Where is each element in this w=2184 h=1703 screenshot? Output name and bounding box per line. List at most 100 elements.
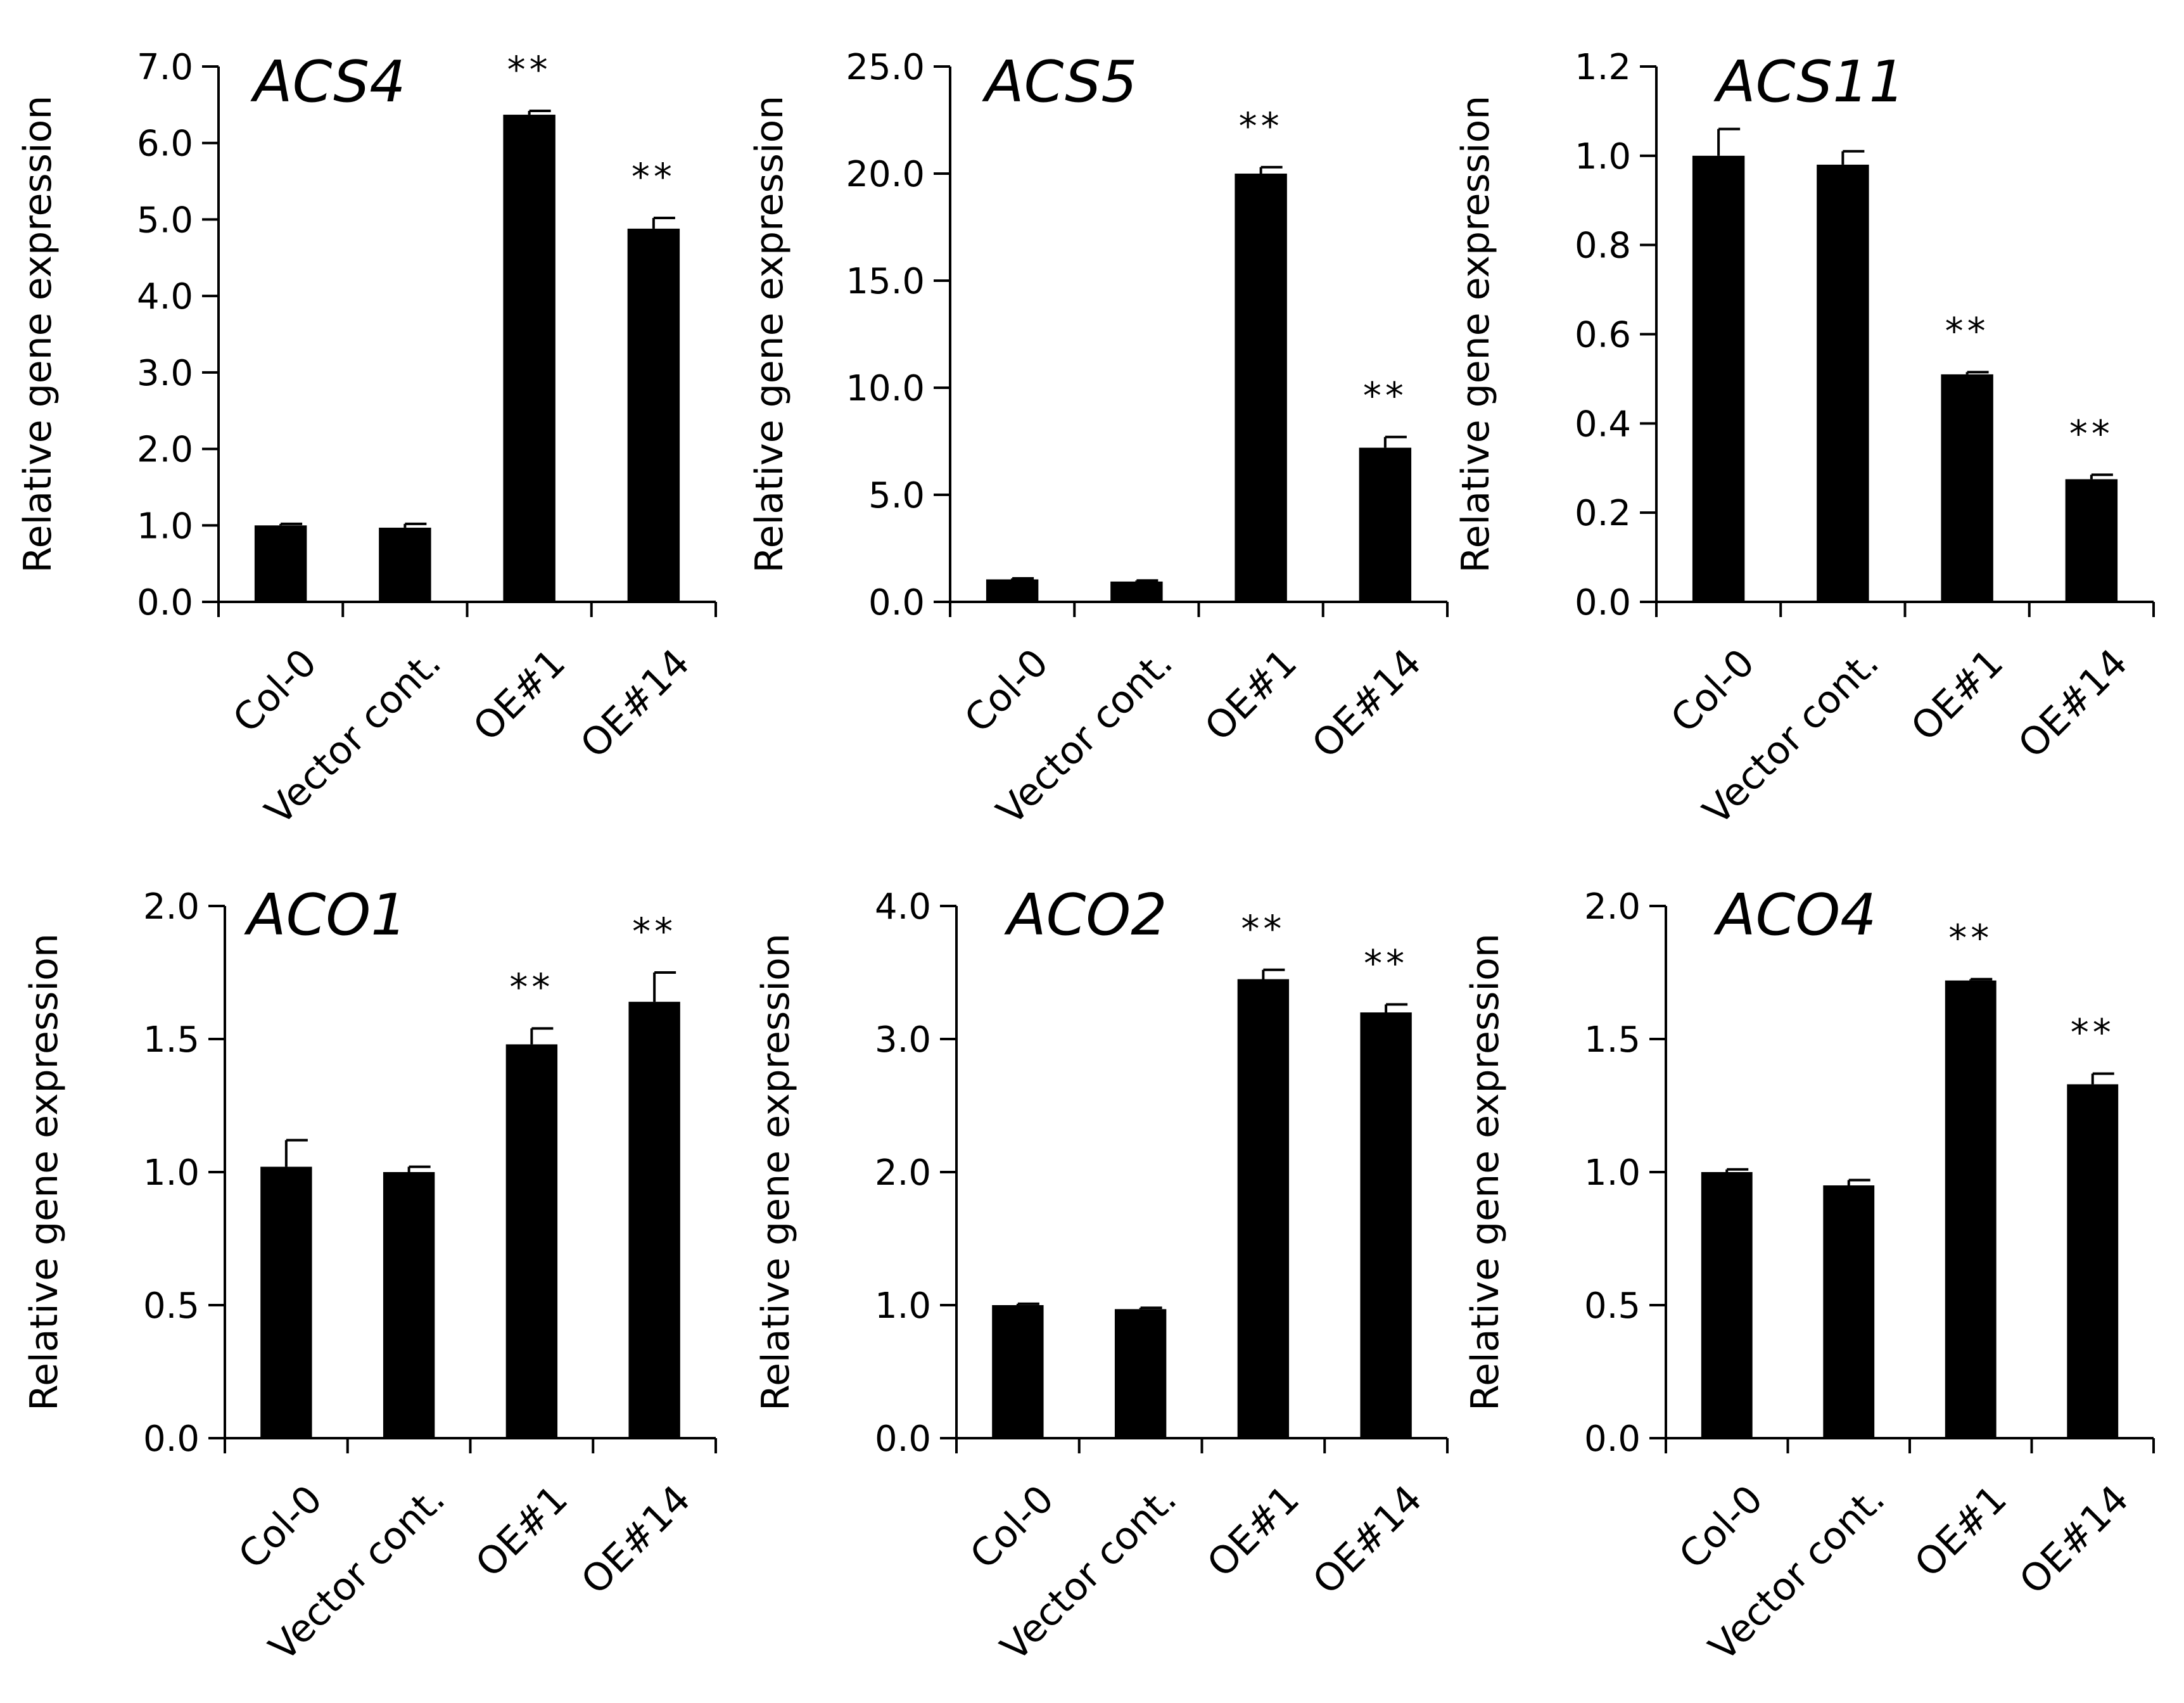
y-tick-label: 2.0 — [137, 430, 193, 471]
y-tick-label: 2.0 — [1584, 886, 1641, 928]
y-tick-label: 1.0 — [1575, 136, 1631, 177]
y-axis-title: Relative gene expression — [754, 933, 798, 1411]
x-category-label: OE#1 — [1903, 641, 2012, 749]
y-tick-label: 6.0 — [137, 124, 193, 165]
y-tick-label: 4.0 — [137, 276, 193, 317]
chart-title: ACS11 — [1713, 49, 1905, 115]
y-tick-label: 20.0 — [846, 154, 925, 195]
chart-title: ACO1 — [244, 882, 407, 948]
x-category-label: Col-0 — [230, 1477, 331, 1578]
significance-marker: ** — [632, 155, 676, 198]
bar-Col-0 — [260, 1166, 312, 1438]
bar-OE#14 — [627, 228, 680, 602]
bar-OE#1 — [1237, 979, 1290, 1438]
y-tick-label: 0.0 — [137, 582, 193, 623]
y-tick-label: 3.0 — [875, 1019, 931, 1061]
y-tick-label: 0.8 — [1575, 226, 1631, 267]
bar-Col-0 — [1701, 1172, 1753, 1438]
significance-marker: ** — [1241, 907, 1285, 950]
x-category-label: OE#14 — [573, 1477, 699, 1603]
chart-panel-aco1: 0.0 0.5 1.0 1.5 2.0 Relative gene expression A… — [22, 882, 717, 1670]
significance-marker: ** — [2071, 1011, 2115, 1054]
y-tick-label: 0.2 — [1575, 493, 1631, 534]
y-tick-label: 1.0 — [875, 1285, 931, 1327]
bar-Vector cont. — [1823, 1185, 1875, 1438]
x-category-label: OE#1 — [1197, 641, 1305, 749]
x-category-label: Col-0 — [1671, 1477, 1772, 1578]
x-category-label: OE#14 — [572, 641, 698, 767]
y-tick-label: 0.0 — [143, 1419, 200, 1460]
y-tick-label: 5.0 — [868, 475, 925, 516]
y-tick-label: 0.6 — [1575, 315, 1631, 356]
significance-marker: ** — [1364, 941, 1408, 985]
x-category-label: Col-0 — [225, 641, 326, 741]
significance-marker: ** — [507, 48, 552, 91]
x-category-label: Col-0 — [956, 641, 1057, 741]
y-tick-label: 4.0 — [875, 886, 931, 928]
bar-Col-0 — [254, 525, 307, 602]
x-category-label: OE#14 — [2011, 1477, 2137, 1603]
bar-OE#14 — [2067, 1084, 2119, 1438]
y-tick-label: 0.5 — [1584, 1285, 1641, 1327]
bar-Vector cont. — [379, 527, 431, 602]
chart-panel-aco4: 0.0 0.5 1.0 1.5 2.0 Relative gene expression A… — [1463, 882, 2155, 1670]
chart-panel-acs4: 0.0 1.0 2.0 3.0 4.0 5.0 6.0 7.0 Relative gene ex… — [16, 47, 717, 834]
y-tick-label: 0.0 — [1575, 582, 1631, 623]
y-axis-title: Relative gene expression — [747, 96, 792, 573]
y-tick-label: 1.5 — [1584, 1019, 1641, 1061]
significance-marker: ** — [1239, 105, 1283, 148]
y-tick-label: 10.0 — [846, 368, 925, 409]
y-tick-label: 0.4 — [1575, 404, 1631, 445]
bar-Vector cont. — [383, 1172, 435, 1438]
y-tick-label: 1.0 — [143, 1152, 200, 1194]
y-tick-label: 1.5 — [143, 1019, 200, 1061]
bar-OE#14 — [1360, 1012, 1412, 1438]
chart-title: ACS4 — [250, 49, 405, 115]
significance-marker: ** — [1948, 917, 1993, 960]
y-tick-label: 1.0 — [1584, 1152, 1641, 1194]
x-category-label: OE#14 — [2010, 641, 2136, 767]
y-tick-label: 15.0 — [846, 261, 925, 302]
chart-title: ACS5 — [982, 49, 1137, 115]
bar-OE#1 — [503, 115, 556, 603]
bar-Col-0 — [1692, 155, 1745, 603]
x-category-label: Col-0 — [1663, 641, 1763, 741]
y-tick-label: 3.0 — [137, 353, 193, 394]
y-tick-label: 25.0 — [846, 47, 925, 88]
y-tick-label: 5.0 — [137, 200, 193, 241]
bar-OE#14 — [1359, 447, 1412, 602]
significance-marker: ** — [2069, 412, 2114, 455]
bar-OE#1 — [1945, 980, 1997, 1438]
y-tick-label: 2.0 — [143, 886, 200, 928]
x-category-label: OE#14 — [1304, 641, 1430, 767]
chart-title: ACO2 — [1004, 882, 1167, 948]
y-axis-title: Relative gene expression — [1463, 933, 1508, 1411]
bar-Vector cont. — [1817, 164, 1869, 603]
significance-marker: ** — [632, 910, 676, 953]
y-tick-label: 7.0 — [137, 47, 193, 88]
bar-Vector cont. — [1114, 1309, 1167, 1438]
bar-Col-0 — [986, 579, 1039, 602]
chart-title: ACO4 — [1713, 882, 1877, 948]
bar-OE#1 — [1941, 374, 1993, 602]
y-axis-title: Relative gene expression — [22, 933, 67, 1411]
bar-OE#1 — [1235, 174, 1287, 602]
y-axis-title: Relative gene expression — [1454, 96, 1498, 573]
y-tick-label: 0.5 — [143, 1285, 200, 1327]
chart-panel-aco2: 0.0 1.0 2.0 3.0 4.0 Relative gene expression A… — [754, 882, 1449, 1670]
y-tick-label: 1.0 — [137, 506, 193, 547]
x-category-label: OE#14 — [1304, 1477, 1430, 1603]
x-category-label: OE#1 — [1907, 1477, 2016, 1586]
significance-marker: ** — [1363, 374, 1407, 418]
chart-panel-acs5: 0.0 5.0 10.0 15.0 20.0 25.0 Relative gene expr… — [747, 47, 1449, 834]
y-tick-label: 1.2 — [1575, 47, 1631, 88]
bar-Col-0 — [992, 1305, 1044, 1438]
x-category-label: OE#1 — [1199, 1477, 1308, 1586]
y-tick-label: 0.0 — [875, 1419, 931, 1460]
y-tick-label: 2.0 — [875, 1152, 931, 1194]
y-tick-label: 0.0 — [868, 582, 925, 623]
bar-Vector cont. — [1110, 581, 1163, 602]
y-axis-title: Relative gene expression — [16, 96, 60, 573]
bar-OE#14 — [628, 1002, 680, 1438]
